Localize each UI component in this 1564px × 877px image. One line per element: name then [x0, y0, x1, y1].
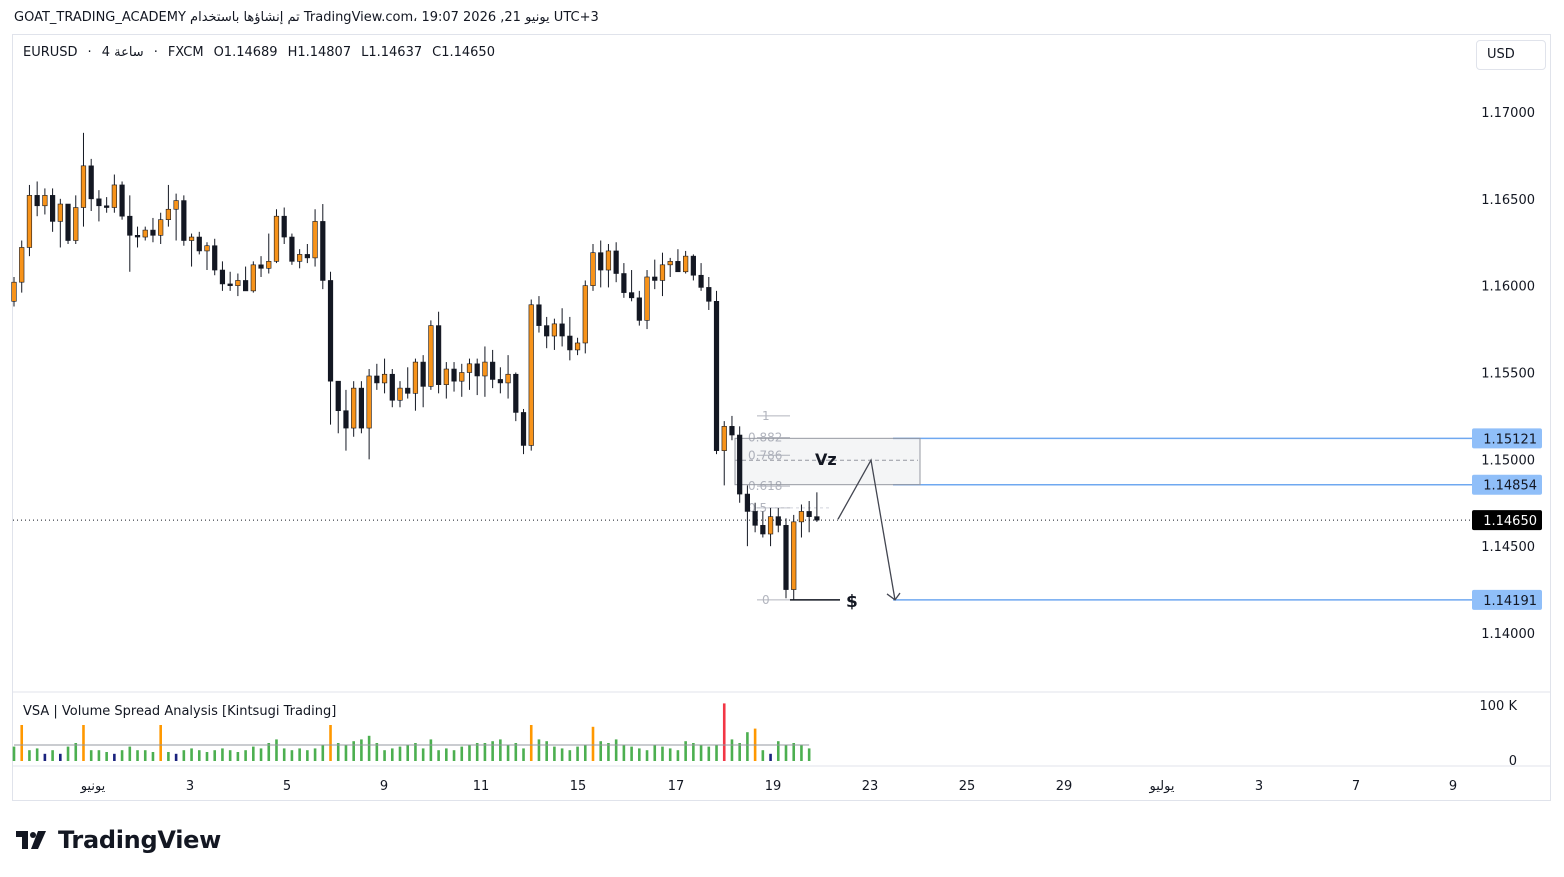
- open-value: O1.14689: [213, 45, 278, 60]
- symbol-ohlc-legend: EURUSD · 4 ساعة · FXCM O1.14689 H1.14807…: [23, 45, 495, 60]
- tradingview-logo-icon: [16, 831, 46, 849]
- low-value: L1.14637: [361, 45, 423, 60]
- currency-button[interactable]: USD: [1476, 40, 1546, 70]
- high-value: H1.14807: [287, 45, 352, 60]
- tradingview-logo-text: TradingView: [58, 826, 221, 854]
- close-value: C1.14650: [432, 45, 495, 60]
- chart-header-caption: GOAT_TRADING_ACADEMY تم إنشاؤها باستخدام…: [14, 10, 599, 25]
- separator-2: ·: [153, 45, 158, 60]
- separator-1: ·: [87, 45, 92, 60]
- symbol-name[interactable]: EURUSD: [23, 45, 78, 60]
- timeframe-label[interactable]: 4 ساعة: [101, 45, 144, 60]
- indicator-label[interactable]: VSA | Volume Spread Analysis [Kintsugi T…: [23, 704, 337, 719]
- tradingview-logo: TradingView: [14, 826, 221, 854]
- broker-label: FXCM: [167, 45, 204, 60]
- chart-frame: [12, 34, 1551, 801]
